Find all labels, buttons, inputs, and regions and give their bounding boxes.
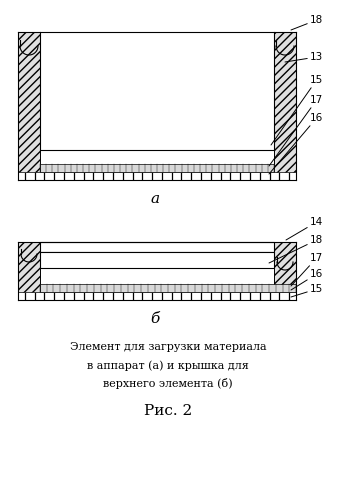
Text: верхнего элемента (б): верхнего элемента (б) [103, 378, 233, 389]
Text: 13: 13 [285, 52, 323, 62]
Bar [40, 284, 296, 292]
Text: 15: 15 [271, 75, 323, 145]
Text: 14: 14 [286, 217, 323, 240]
Text: 18: 18 [291, 15, 323, 30]
Bar [18, 292, 296, 300]
Bar [40, 242, 274, 252]
Text: 17: 17 [291, 253, 323, 286]
Bar [18, 32, 40, 180]
Bar [18, 242, 40, 300]
Text: Элемент для загрузки материала: Элемент для загрузки материала [70, 342, 266, 352]
Text: б: б [150, 312, 160, 326]
Text: а: а [150, 192, 159, 206]
Text: 17: 17 [269, 95, 323, 166]
Text: 16: 16 [291, 269, 323, 290]
Bar [40, 32, 274, 150]
Bar [40, 164, 274, 172]
Bar [274, 242, 296, 300]
Bar [40, 252, 274, 268]
Bar [274, 32, 296, 180]
Text: Рис. 2: Рис. 2 [144, 404, 192, 418]
Text: 15: 15 [291, 284, 323, 297]
Text: в аппарат (а) и крышка для: в аппарат (а) и крышка для [87, 360, 249, 370]
Text: 18: 18 [269, 235, 323, 263]
Bar [18, 172, 296, 180]
Text: 16: 16 [269, 113, 323, 174]
